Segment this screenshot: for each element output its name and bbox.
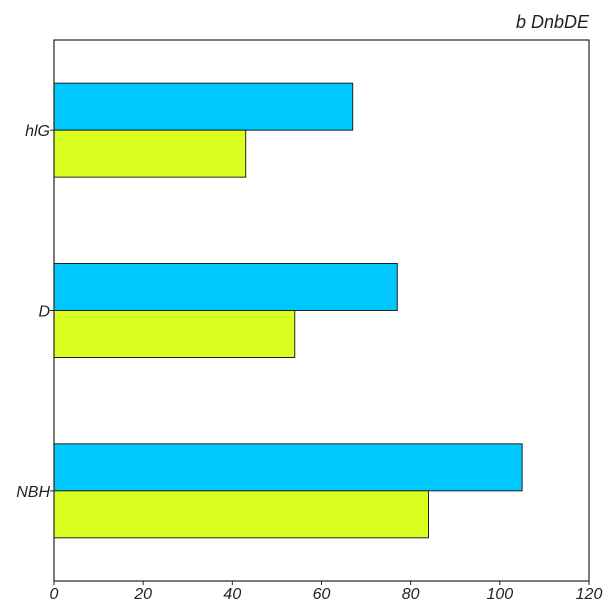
x-tick-label: 80 [402, 586, 420, 603]
x-tick-label: 100 [486, 586, 513, 603]
x-tick-label: 40 [223, 586, 241, 603]
chart-title: b DnbDE [516, 12, 590, 32]
x-tick-label: 120 [576, 586, 603, 603]
bars-layer [53, 82, 523, 539]
x-tick-label: 60 [313, 586, 331, 603]
bar-hlG-series-1 [53, 82, 354, 131]
y-tick-label: hlG [25, 123, 50, 140]
bar-D-series-2 [53, 310, 296, 358]
bar-NBH-series-1 [53, 443, 523, 492]
x-tick-label: 20 [133, 586, 152, 603]
y-tick-label: NBH [16, 484, 50, 501]
bar-D-series-1 [53, 263, 398, 311]
ticks-layer: hlG D NBH 0 20 40 60 80 100 120 [16, 123, 602, 603]
y-tick-label: D [38, 304, 50, 321]
bar-NBH-series-2 [53, 490, 429, 539]
bar-hlG-series-2 [53, 129, 247, 178]
x-tick-label: 0 [50, 586, 59, 603]
plot-frame [53, 39, 590, 582]
